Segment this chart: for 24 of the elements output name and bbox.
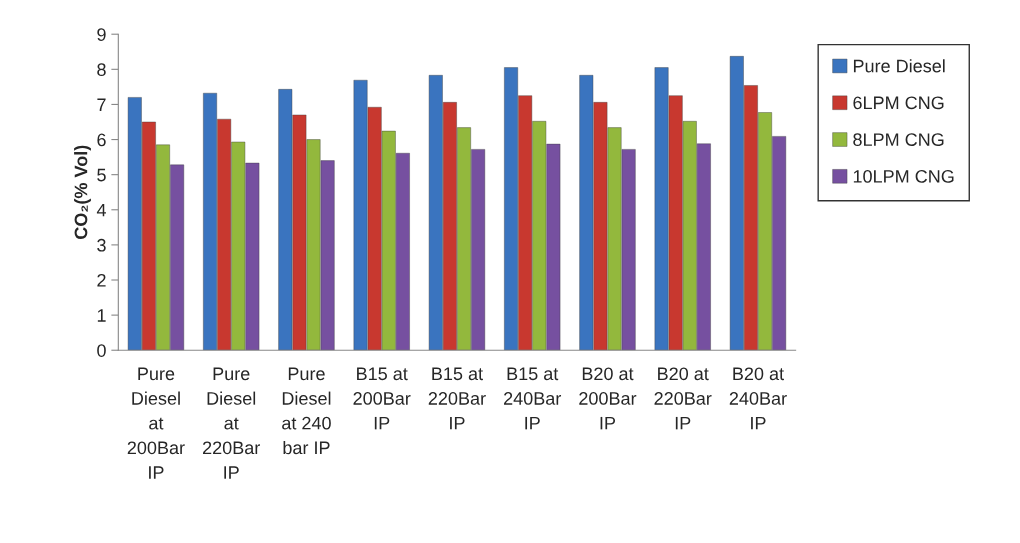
y-tick-label: 5 xyxy=(97,168,106,182)
x-tick-label: Pure Diesel at 220Bar IP xyxy=(203,367,261,479)
x-tick-label: B15 at 240Bar IP xyxy=(504,367,562,430)
legend-label: 8LPM CNG xyxy=(853,133,944,146)
x-tick-label: B20 at 200Bar IP xyxy=(579,367,637,430)
y-tick-label: 1 xyxy=(97,309,106,322)
y-tick-label: 6 xyxy=(97,133,106,147)
y-tick-label: 3 xyxy=(97,238,106,252)
y-axis-title: CO₂(% Vol) xyxy=(74,145,91,239)
legend-label: 10LPM CNG xyxy=(853,169,954,183)
x-tick-label: Pure Diesel at 240 bar IP xyxy=(282,367,331,455)
y-tick-label: 9 xyxy=(97,28,106,41)
x-tick-label: B15 at 200Bar IP xyxy=(353,367,411,430)
y-tick-label: 2 xyxy=(97,273,106,287)
x-tick-label: Pure Diesel at 200Bar IP xyxy=(127,367,185,479)
y-tick-label: 4 xyxy=(96,203,106,217)
x-tick-label: B15 at 220Bar IP xyxy=(428,367,486,430)
legend-label: Pure Diesel xyxy=(853,59,945,73)
legend-label: 6LPM CNG xyxy=(853,96,944,110)
x-tick-label: B20 at 240Bar IP xyxy=(729,367,787,430)
y-tick-label: 0 xyxy=(97,344,106,357)
y-tick-label: 8 xyxy=(97,63,106,77)
x-tick-label: B20 at 220Bar IP xyxy=(654,367,712,430)
y-tick-label: 7 xyxy=(97,98,106,111)
